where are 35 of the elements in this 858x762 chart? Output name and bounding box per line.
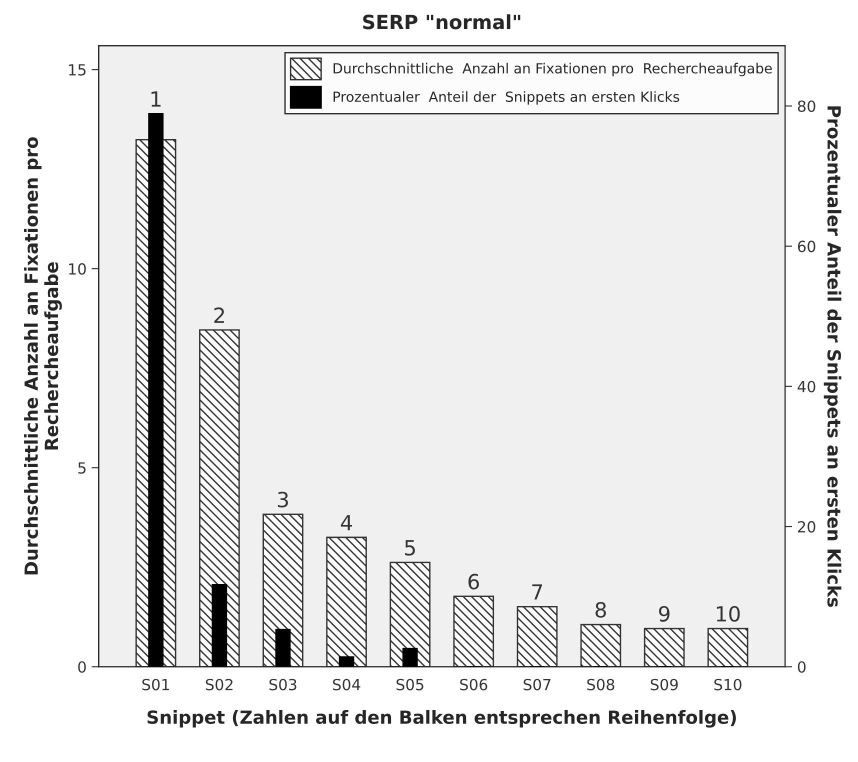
- annotation: 1: [152, 91, 161, 107]
- x-tick-label: S10: [714, 678, 742, 690]
- y-tick-label: 0: [78, 661, 86, 673]
- annotation: 10: [716, 606, 740, 622]
- y-axis-title: Durchschnittliche Anzahl an Fixationen pro Rechercheaufgabe: [24, 137, 62, 574]
- y-tick-label: 15: [69, 64, 86, 76]
- x-axis-title: Snippet (Zahlen auf den Balken entsprechen Reihenfolge): [148, 710, 736, 728]
- annotation: 4: [340, 515, 352, 530]
- legend-label: Prozentualer Anteil der Snippets an ersten Klicks: [334, 91, 680, 105]
- annotation: 5: [405, 540, 415, 556]
- x-tick-label: S04: [332, 678, 360, 690]
- chart-title: SERP "normal": [363, 14, 520, 30]
- annotation: 6: [468, 574, 479, 590]
- x-tick-label: S03: [269, 678, 296, 690]
- annotation: 3: [278, 492, 288, 508]
- y2-tick-label: 80: [798, 100, 816, 112]
- x-tick-label: S07: [524, 678, 550, 690]
- y2-tick-label: 40: [798, 380, 816, 392]
- y2-tick-label: 20: [798, 521, 816, 533]
- x-tick-label: S05: [396, 678, 424, 690]
- y-tick-label: 5: [78, 462, 86, 474]
- y-tick-label: 10: [69, 263, 86, 275]
- y2-tick-label: 60: [798, 240, 816, 252]
- annotation: 7: [532, 584, 542, 600]
- x-tick-label: S08: [587, 678, 614, 690]
- x-tick-label: S01: [142, 678, 170, 690]
- annotation: 8: [596, 602, 606, 618]
- x-tick-label: S02: [206, 678, 232, 690]
- annotation: 9: [659, 606, 670, 622]
- x-tick-label: S06: [460, 678, 488, 690]
- x-tick-label: S09: [650, 678, 678, 690]
- annotation: 2: [214, 307, 224, 323]
- y2-tick-label: 0: [798, 661, 806, 673]
- y2-axis-title: Prozentualer Anteil der Snippets an ersten Klicks: [824, 106, 842, 607]
- legend-label: Durchschnittliche Anzahl an Fixationen pro Rechercheaufgabe: [334, 62, 772, 76]
